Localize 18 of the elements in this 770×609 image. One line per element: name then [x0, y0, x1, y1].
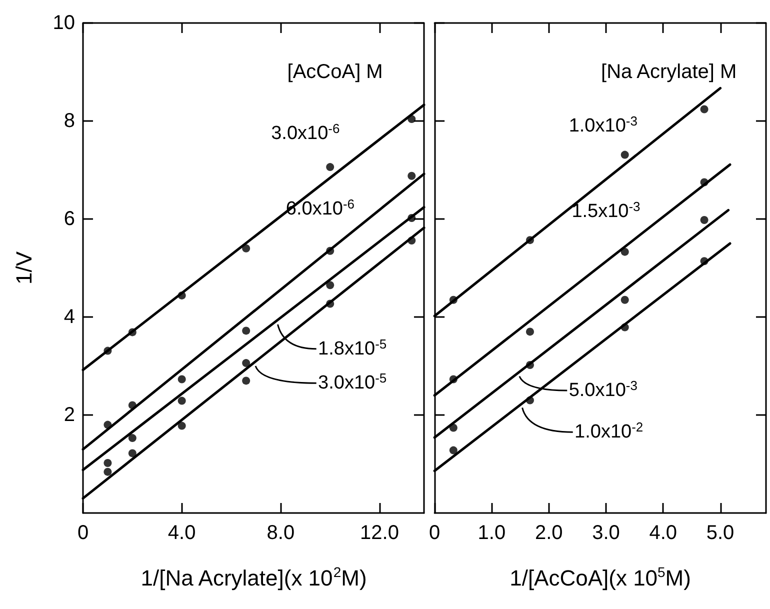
- y-axis-title: 1/V: [12, 251, 36, 285]
- x-tick-label: 0: [77, 522, 89, 544]
- y-tick-label: 8: [64, 110, 75, 132]
- legend-title: [AcCoA] M: [287, 61, 383, 83]
- legend-title: [Na Acrylate] M: [601, 61, 737, 83]
- x-tick-label: 0: [429, 522, 440, 544]
- x-tick-label: 8.0: [266, 522, 295, 544]
- y-tick-label: 4: [64, 306, 75, 328]
- y-tick-label: 2: [64, 404, 75, 426]
- x-tick-label: 1.0: [478, 522, 506, 544]
- x-tick-label: 3.0: [592, 522, 620, 544]
- x-tick-label: 4.0: [168, 522, 196, 544]
- x-tick-label: 5.0: [706, 522, 734, 544]
- x-tick-label: 4.0: [649, 522, 678, 544]
- y-tick-label: 6: [64, 208, 75, 230]
- x-tick-label: 2.0: [534, 522, 563, 544]
- y-tick-label: 10: [52, 12, 75, 34]
- x-tick-label: 12.0: [360, 522, 399, 544]
